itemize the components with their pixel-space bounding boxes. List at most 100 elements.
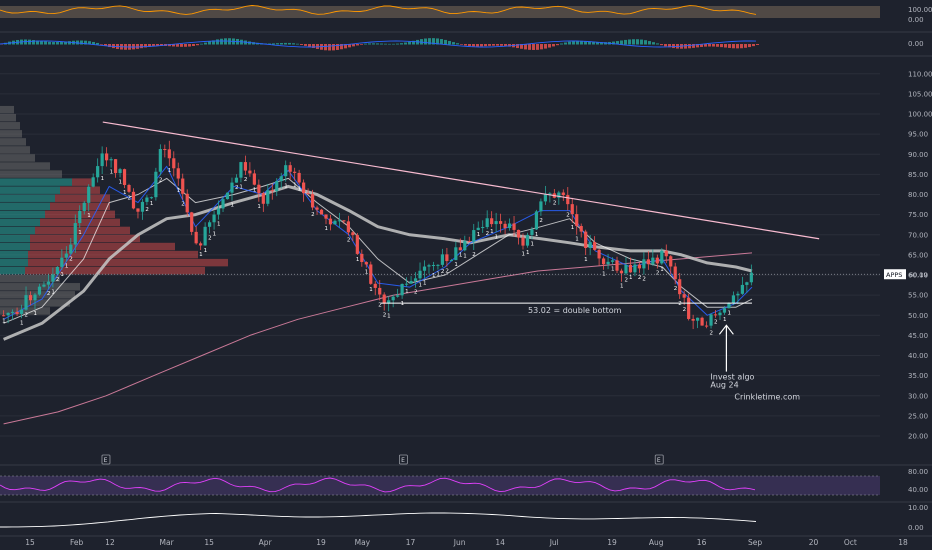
macd-bar (92, 41, 95, 45)
candle-count-label: 2 (383, 313, 387, 319)
price-tick-label: 100.00 (908, 111, 932, 119)
volume-profile-bar (0, 234, 30, 243)
candle-count-label: 2 (47, 291, 51, 297)
candle-body (105, 153, 109, 161)
invest-note-line2: Aug 24 (710, 381, 738, 390)
macd-bar (192, 44, 195, 47)
macd-bar (288, 42, 291, 45)
date-tick-label: 19 (607, 538, 617, 547)
candle-count-label: 1 (387, 313, 391, 319)
candle-count-label: 1 (490, 229, 494, 235)
macd-bar (756, 44, 759, 45)
earnings-icon[interactable] (101, 454, 111, 465)
macd-bar (664, 44, 667, 47)
macd-bar (360, 44, 363, 45)
candle-count-label: 1 (727, 310, 731, 316)
candle-body (96, 166, 100, 178)
candle-body (140, 201, 145, 212)
macd-bar (272, 43, 275, 45)
candle-body (512, 223, 516, 230)
macd-bar (540, 44, 543, 50)
macd-bar (96, 42, 99, 45)
candle-count-label: 1 (530, 241, 534, 247)
candle-body (127, 184, 131, 192)
candle-count-label: 1 (168, 168, 172, 174)
candle-body (207, 222, 212, 227)
candle-body (588, 242, 592, 248)
macd-bar (612, 41, 615, 45)
macd-bar (324, 44, 327, 51)
earnings-icon[interactable] (654, 454, 664, 465)
price-tick-label: 35.00 (908, 372, 928, 380)
candle-count-label: 1 (405, 289, 409, 295)
macd-bar (204, 42, 207, 45)
candle-body (248, 170, 252, 174)
candle-body (87, 186, 91, 203)
macd-bar (652, 42, 655, 45)
macd-bar (364, 43, 367, 45)
candle-count-label: 1 (369, 287, 373, 293)
rsi-tick-label: 80.00 (908, 468, 928, 476)
candle-body (409, 280, 413, 284)
candle-body (633, 264, 637, 273)
candle-body (230, 182, 234, 193)
macd-bar (448, 40, 451, 45)
candle-body (436, 264, 440, 266)
candle-count-label: 2 (683, 307, 687, 313)
candle-count-label: 2 (553, 200, 557, 206)
candle-count-label: 2 (445, 269, 449, 275)
candle-body (24, 295, 28, 310)
candle-body (404, 283, 409, 285)
volume-profile-bar (30, 242, 175, 251)
macd-bar (632, 39, 635, 45)
candle-count-label: 1 (723, 317, 727, 323)
candle-body (597, 249, 601, 259)
macd-bar (516, 44, 519, 49)
macd-bar (684, 44, 687, 49)
candle-body (270, 190, 274, 192)
candle-body (64, 253, 68, 258)
macd-bar (372, 43, 375, 45)
macd-bar (332, 44, 335, 51)
candle-count-label: 2 (714, 320, 718, 326)
macd-bar (196, 44, 199, 46)
candle-body (19, 309, 24, 314)
candle-body (387, 300, 391, 304)
candle-body (467, 241, 471, 243)
candle-body (481, 227, 485, 229)
candle-body (279, 176, 283, 182)
macd-bar (276, 43, 279, 45)
candle-body (463, 241, 467, 251)
candle-body (642, 259, 646, 269)
macd-bar (176, 44, 179, 47)
macd-bar (568, 41, 571, 45)
candle-body (655, 257, 659, 264)
candle-body (373, 283, 377, 288)
macd-bar (548, 44, 551, 48)
watermark-text: Crinkletime.com (734, 393, 800, 402)
macd-bar (656, 43, 659, 45)
volume-profile-bar (0, 202, 50, 210)
price-tick-label: 95.00 (908, 131, 928, 139)
ticker-label: APPS (886, 271, 902, 279)
earnings-icon[interactable] (398, 454, 408, 465)
candle-body (6, 312, 10, 316)
candle-count-label: 2 (208, 235, 212, 241)
price-tick-label: 110.00 (908, 70, 932, 78)
date-tick-label: May (355, 538, 371, 547)
candle-body (736, 293, 740, 296)
macd-bar (644, 40, 647, 45)
macd-bar (180, 44, 183, 47)
candle-count-label: 2 (472, 252, 476, 258)
macd-bar (536, 44, 539, 50)
candle-body (82, 202, 86, 211)
price-tick-label: 40.00 (908, 352, 928, 360)
candle-body (422, 266, 427, 271)
earnings-label: E (401, 457, 405, 464)
downtrend-line[interactable] (102, 121, 820, 240)
macd-bar (308, 44, 311, 47)
candle-body (42, 284, 46, 287)
candle-count-label: 1 (284, 184, 288, 190)
candle-count-label: 1 (60, 272, 64, 278)
